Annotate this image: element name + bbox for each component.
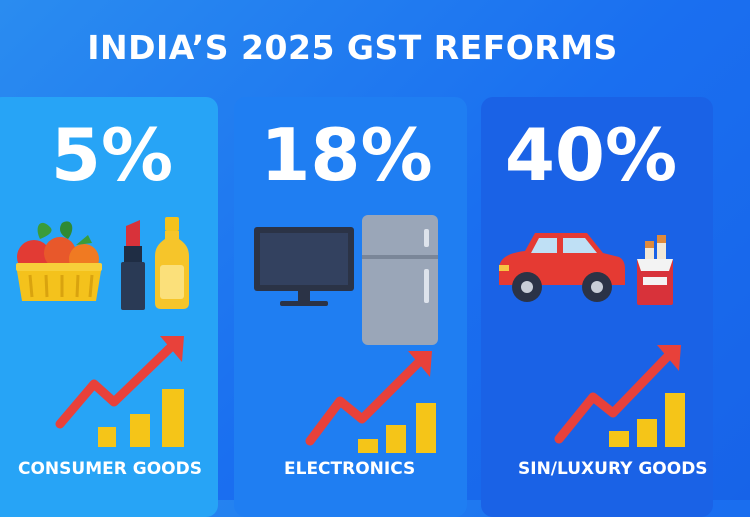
- rate-value: 5%: [50, 113, 174, 197]
- rate-value: 40%: [504, 113, 678, 197]
- category-label: ELECTRONICS: [284, 459, 416, 479]
- rising-chart-icon: [55, 336, 184, 447]
- rising-chart-icon: [305, 351, 436, 453]
- category-label: SIN/LUXURY GOODS: [518, 459, 708, 479]
- card-sin-luxury-goods: 40% SIN/LUXURY GOODS: [481, 97, 713, 517]
- refrigerator-icon: [362, 215, 438, 345]
- card-consumer-goods: 5% CONSUMER GOODS: [0, 97, 218, 517]
- rising-chart-icon: [554, 345, 685, 447]
- bottle-icon: [155, 217, 189, 309]
- cigarette-pack-icon: [637, 235, 673, 305]
- lipstick-icon: [121, 220, 145, 310]
- car-icon: [499, 233, 625, 302]
- television-icon: [254, 227, 354, 306]
- rate-value: 18%: [260, 113, 433, 197]
- page-title: INDIA’S 2025 GST REFORMS: [87, 28, 618, 67]
- category-label: CONSUMER GOODS: [18, 459, 202, 479]
- grocery-basket-icon: [16, 221, 102, 301]
- card-electronics: 18% ELECTRONICS: [234, 97, 467, 517]
